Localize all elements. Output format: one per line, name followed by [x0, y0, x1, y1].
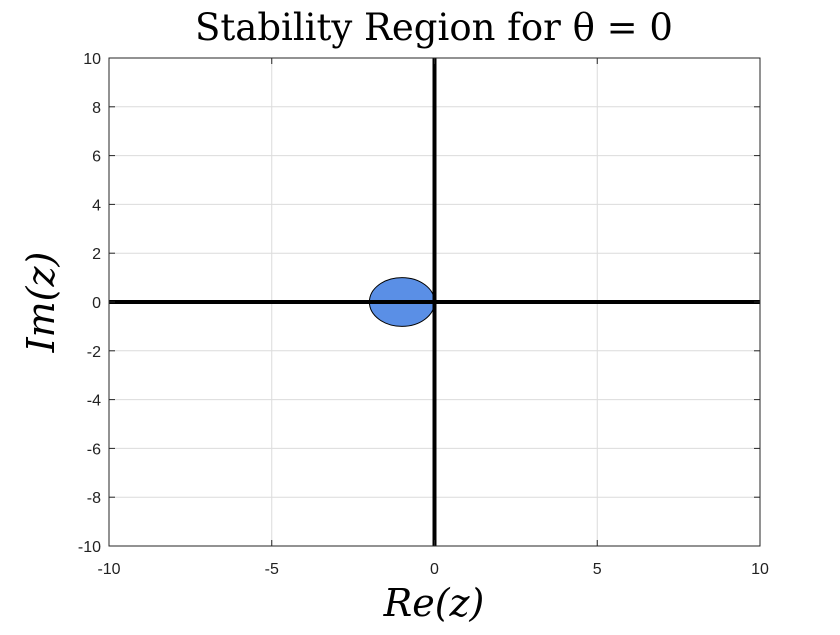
chart-title: Stability Region for θ = 0: [195, 6, 673, 49]
y-tick-label: 6: [92, 149, 101, 166]
x-tick-label: -10: [97, 561, 120, 578]
y-tick-label: -10: [78, 539, 101, 556]
y-tick-label: 8: [92, 100, 101, 117]
x-tick-label: 5: [593, 561, 602, 578]
y-tick-label: -2: [87, 344, 101, 361]
y-axis-label: Im(z): [19, 252, 63, 354]
ticks: -10 -5 0 5 10 -10 -8 -6 -4 -2 0 2 4 6 8 10: [78, 51, 769, 578]
y-tick-label: -8: [87, 490, 101, 507]
y-tick-label: 10: [83, 51, 101, 68]
axis-lines: [109, 58, 760, 546]
y-tick-label: -6: [87, 441, 101, 458]
x-tick-label: -5: [265, 561, 279, 578]
x-tick-label: 0: [430, 561, 439, 578]
x-tick-label: 10: [751, 561, 769, 578]
y-tick-label: 2: [92, 246, 101, 263]
y-tick-label: 4: [92, 197, 101, 214]
y-tick-label: 0: [92, 295, 101, 312]
x-axis-label: Re(z): [383, 581, 485, 625]
y-tick-label: -4: [87, 393, 101, 410]
